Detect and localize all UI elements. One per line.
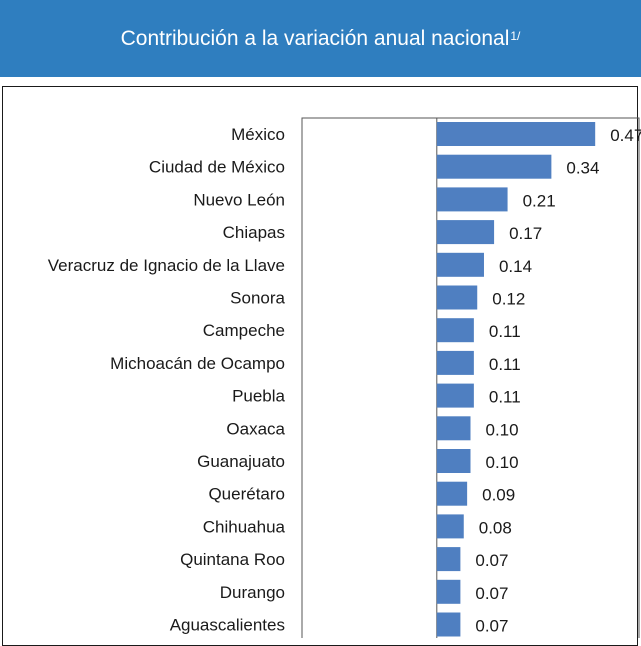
bar-8 [436,383,474,408]
data-label: 0.10 [486,420,519,439]
chart-panel [2,86,638,646]
bar-14 [436,579,461,604]
data-label: 0.09 [482,486,515,505]
category-label: Michoacán de Ocampo [110,354,285,373]
data-label: 0.34 [566,159,599,178]
category-label: México [231,125,285,144]
data-label: 0.07 [475,617,508,636]
category-label: Oaxaca [226,419,285,438]
category-label: Ciudad de México [149,158,285,177]
bar-10 [436,449,471,473]
data-label: 0.12 [492,290,525,309]
category-label: Puebla [232,387,285,406]
data-label: 0.07 [475,584,508,603]
bar-9 [436,416,471,441]
title-footnote-mark: 1/ [510,28,521,43]
data-label: 0.17 [509,224,542,243]
bar-2 [436,187,508,212]
bar-12 [436,514,464,539]
data-label: 0.11 [489,388,521,407]
category-label: Querétaro [208,485,285,504]
bar-1 [436,154,552,179]
bar-11 [436,481,468,506]
bar-3 [436,220,495,245]
bar-7 [436,350,474,375]
data-label: 0.07 [475,551,508,570]
category-label: Nuevo León [193,190,285,209]
category-label: Durango [220,583,285,602]
category-label: Campeche [203,321,285,340]
category-label: Chiapas [223,223,285,242]
data-label: 0.11 [489,355,521,374]
category-label: Aguascalientes [170,616,285,635]
data-label: 0.11 [489,322,521,341]
data-label: 0.47 [610,126,641,145]
category-label: Chihuahua [203,517,286,536]
chart-header: Contribución a la variación anual nacion… [0,0,641,77]
bar-13 [436,547,461,572]
data-label: 0.14 [499,257,532,276]
chart-title: Contribución a la variación anual nacion… [120,26,510,50]
category-label: Guanajuato [197,452,285,471]
bar-15 [436,612,461,637]
bar-0 [436,122,596,146]
category-label: Quintana Roo [180,550,285,569]
bar-4 [436,252,484,277]
data-label: 0.08 [479,518,512,537]
category-label: Sonora [230,289,285,308]
category-label: Veracruz de Ignacio de la Llave [48,256,285,275]
bar-5 [436,285,478,310]
data-label: 0.21 [523,191,556,210]
data-label: 0.10 [486,453,519,472]
bar-6 [436,318,474,343]
plot-area [301,117,640,638]
